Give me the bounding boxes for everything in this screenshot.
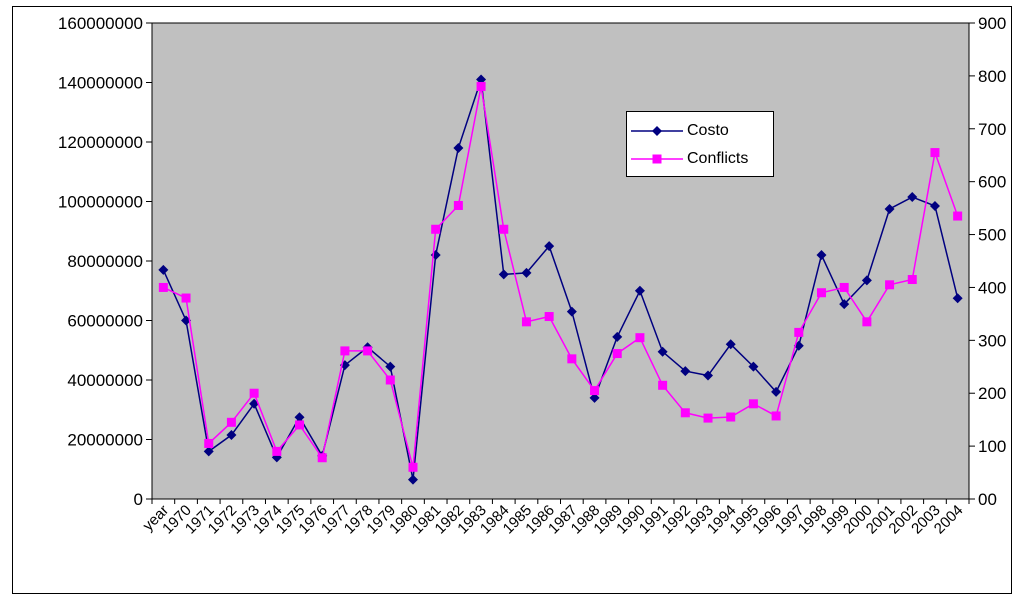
data-point-conflicts	[658, 380, 668, 390]
data-point-costo	[634, 285, 645, 296]
data-point-conflicts	[816, 288, 826, 298]
data-point-costo	[884, 203, 895, 214]
left-tick-label: 60000000	[67, 312, 143, 331]
data-point-conflicts	[907, 275, 917, 285]
legend-conflicts-marker-icon	[631, 154, 683, 164]
data-point-conflicts	[476, 81, 486, 91]
data-point-conflicts	[726, 412, 736, 422]
right-tick-label: 400	[978, 278, 1006, 297]
right-tick-label: 900	[978, 14, 1006, 33]
data-point-conflicts	[453, 200, 463, 210]
data-point-costo	[566, 306, 577, 317]
series-layer	[158, 74, 963, 485]
data-point-costo	[725, 339, 736, 350]
data-point-conflicts	[590, 386, 600, 396]
data-point-costo	[453, 142, 464, 153]
right-tick-label: 00	[978, 490, 997, 509]
data-point-conflicts	[363, 346, 373, 356]
data-point-conflicts	[249, 388, 259, 398]
legend-item-costo: Costo	[627, 118, 775, 144]
data-point-costo	[521, 267, 532, 278]
data-point-conflicts	[181, 293, 191, 303]
data-point-costo	[680, 366, 691, 377]
legend-label-costo: Costo	[687, 122, 729, 139]
data-point-costo	[203, 446, 214, 457]
data-point-costo	[816, 250, 827, 261]
plot-area	[151, 22, 970, 500]
data-point-conflicts	[862, 317, 872, 327]
data-point-conflicts	[317, 453, 327, 463]
data-point-conflicts	[680, 408, 690, 418]
right-tick-label: 600	[978, 173, 1006, 192]
data-point-costo	[498, 269, 509, 280]
left-tick-label: 20000000	[67, 431, 143, 450]
data-point-costo	[407, 474, 418, 485]
legend: Costo Conflicts	[626, 111, 774, 177]
left-tick-label: 80000000	[67, 252, 143, 271]
data-point-conflicts	[499, 224, 509, 234]
left-tick-label: 120000000	[58, 133, 143, 152]
data-point-conflicts	[521, 317, 531, 327]
right-tick-label: 300	[978, 331, 1006, 350]
legend-label-conflicts: Conflicts	[687, 150, 749, 167]
data-point-conflicts	[272, 446, 282, 456]
data-point-costo	[612, 331, 623, 342]
data-point-conflicts	[839, 282, 849, 292]
data-point-conflicts	[567, 354, 577, 364]
data-point-conflicts	[408, 462, 418, 472]
data-point-costo	[158, 264, 169, 275]
data-point-conflicts	[953, 211, 963, 221]
data-point-costo	[385, 361, 396, 372]
right-axis: 00 100 200 300 400 500 600 700 800 900	[969, 14, 1006, 509]
x-axis: year197019711972197319741975197619771978…	[140, 499, 970, 537]
data-point-costo	[839, 299, 850, 310]
series-conflicts	[158, 81, 963, 472]
data-point-conflicts	[703, 413, 713, 423]
data-point-conflicts	[771, 411, 781, 421]
left-tick-label: 100000000	[58, 193, 143, 212]
data-point-conflicts	[635, 333, 645, 343]
data-point-conflicts	[544, 312, 554, 322]
data-point-conflicts	[612, 349, 622, 359]
data-point-conflicts	[204, 438, 214, 448]
left-tick-label: 160000000	[58, 14, 143, 33]
left-tick-label: 0	[134, 490, 143, 509]
data-point-costo	[703, 370, 714, 381]
data-point-costo	[861, 275, 872, 286]
data-point-costo	[929, 200, 940, 211]
data-point-costo	[657, 346, 668, 357]
legend-item-conflicts: Conflicts	[627, 146, 775, 172]
data-point-costo	[544, 241, 555, 252]
left-axis: 0 20000000 40000000 60000000 80000000 1000000…	[58, 14, 152, 509]
data-point-conflicts	[930, 148, 940, 158]
data-point-conflicts	[158, 282, 168, 292]
data-point-conflicts	[748, 399, 758, 409]
right-tick-label: 500	[978, 226, 1006, 245]
right-tick-label: 700	[978, 120, 1006, 139]
data-point-costo	[294, 412, 305, 423]
data-point-conflicts	[226, 417, 236, 427]
legend-costo-marker-icon	[631, 126, 683, 136]
left-tick-label: 40000000	[67, 371, 143, 390]
data-point-costo	[748, 361, 759, 372]
data-point-costo	[226, 430, 237, 441]
data-point-conflicts	[385, 375, 395, 385]
data-point-conflicts	[885, 280, 895, 290]
data-point-costo	[952, 293, 963, 304]
left-tick-label: 140000000	[58, 74, 143, 93]
right-tick-label: 100	[978, 437, 1006, 456]
right-tick-label: 200	[978, 384, 1006, 403]
data-point-conflicts	[340, 346, 350, 356]
data-point-conflicts	[431, 224, 441, 234]
data-point-conflicts	[794, 327, 804, 337]
data-point-costo	[907, 192, 918, 203]
data-point-costo	[771, 386, 782, 397]
data-point-costo	[589, 392, 600, 403]
right-tick-label: 800	[978, 67, 1006, 86]
data-point-conflicts	[295, 420, 305, 430]
